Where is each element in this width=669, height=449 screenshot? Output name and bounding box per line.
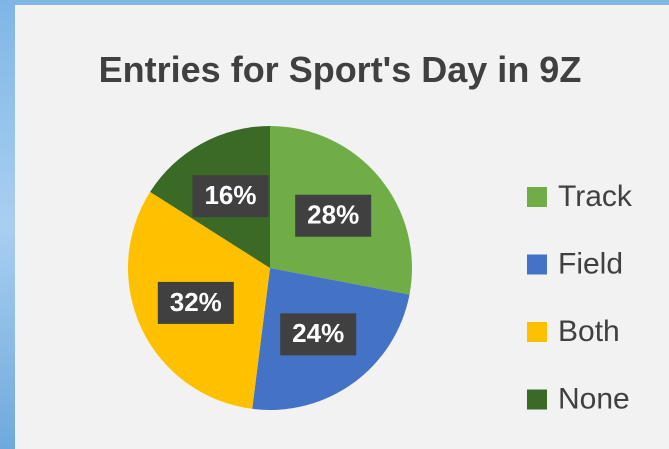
data-label: 32% xyxy=(170,287,222,317)
chart-title: Entries for Sport's Day in 9Z xyxy=(95,42,585,98)
legend-swatch xyxy=(527,187,547,207)
legend-swatch xyxy=(527,390,547,410)
screen: 28% 24% 32% 16% Track Field Both None Entries f… xyxy=(0,0,669,449)
legend-swatch xyxy=(527,322,547,342)
data-label: 16% xyxy=(204,180,256,210)
legend-label: Both xyxy=(558,315,620,348)
legend-label: Track xyxy=(558,180,633,213)
data-label: 28% xyxy=(307,200,359,230)
legend-label: None xyxy=(558,382,630,415)
legend-swatch xyxy=(527,255,547,275)
data-label: 24% xyxy=(292,318,344,348)
legend-label: Field xyxy=(558,247,623,280)
